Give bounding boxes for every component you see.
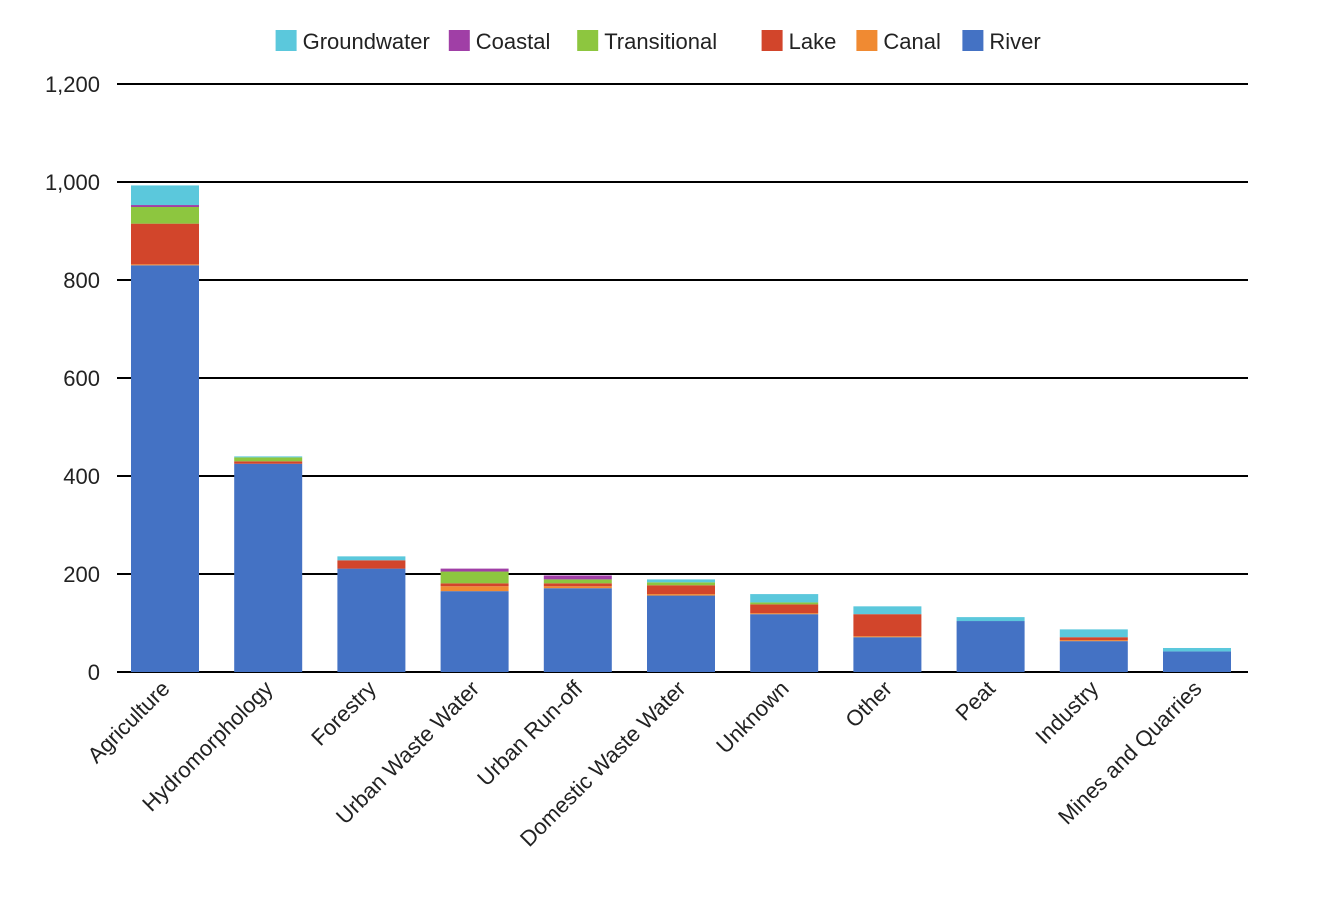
bar-segment-lake [440,583,509,587]
bar-segment-transitional [750,602,819,605]
bar-segment-canal [543,586,612,589]
legend-item-coastal: Coastal [448,29,551,54]
legend-item-canal: Canal [856,29,941,54]
bar-segment-groundwater [1163,647,1231,652]
legend-label: Groundwater [303,29,430,54]
bar-segment-river [1163,651,1231,672]
bar-segment-groundwater [1059,629,1128,638]
legend-swatch [275,30,297,51]
legend-label: Lake [789,29,837,54]
bar-segment-groundwater [131,185,199,206]
bars [131,185,1231,672]
y-tick-label: 1,200 [45,72,100,97]
bar-segment-groundwater [750,594,819,603]
legend-swatch [856,30,878,51]
y-tick-label: 800 [63,268,100,293]
bar-segment-lake [853,614,922,637]
bar-segment-canal [1059,640,1128,642]
bar-segment-transitional [440,571,509,584]
legend-swatch [448,30,470,51]
y-tick-label: 0 [88,660,100,685]
bar-segment-canal [440,586,509,592]
bar-segment-groundwater [853,606,922,615]
y-tick-label: 1,000 [45,170,100,195]
legend-label: Coastal [476,29,551,54]
bar-stack [1163,647,1231,672]
y-tick-label: 400 [63,464,100,489]
bar-stack [337,556,406,672]
bar-segment-coastal [440,568,509,572]
x-tick-label: Urban Run-off [472,675,588,791]
bar-segment-groundwater [956,617,1025,622]
legend-label: Canal [883,29,940,54]
bar-segment-lake [234,461,303,464]
x-tick-label: Peat [950,676,1000,726]
bar-stack [234,456,303,672]
x-tick-label: Domestic Waste Water [515,676,691,852]
bar-segment-river [647,595,715,672]
bar-segment-lake [543,583,612,587]
bar-segment-canal [853,636,922,638]
y-tick-label: 600 [63,366,100,391]
bar-segment-river [853,637,922,672]
bar-segment-coastal [131,205,199,207]
x-tick-label: Agriculture [83,676,175,768]
bar-segment-river [750,614,819,672]
legend-label: Transitional [604,29,717,54]
y-axis-ticks: 0 200 400 600 800 1,000 1,200 [45,72,100,685]
bar-stack [853,606,922,672]
legend-item-river: River [962,29,1041,54]
bar-segment-transitional [131,206,199,224]
x-tick-label: Forestry [306,676,381,751]
bar-segment-canal [750,613,819,615]
bar-segment-groundwater [337,556,406,561]
bar-stack [956,617,1025,672]
bar-segment-canal [647,594,715,596]
bar-segment-river [234,463,303,672]
bar-stack [750,594,819,672]
bar-segment-river [440,591,509,672]
bar-segment-lake [647,585,715,595]
x-tick-label: Industry [1030,676,1103,749]
legend: Groundwater Coastal Transitional Lake Canal R… [275,29,1041,54]
bar-segment-river [337,568,406,672]
bar-segment-river [543,588,612,672]
bar-segment-canal [131,264,199,266]
bar-stack [543,575,612,672]
bar-stack [647,579,715,672]
bar-segment-lake [750,604,819,614]
bar-segment-transitional [543,579,612,584]
legend-swatch [962,30,984,51]
legend-item-transitional: Transitional [577,29,717,54]
y-tick-label: 200 [63,562,100,587]
legend-swatch [761,30,783,51]
bar-stack [1059,629,1128,672]
legend-label: River [989,29,1040,54]
legend-item-groundwater: Groundwater [275,29,430,54]
bar-segment-coastal [543,575,612,580]
gridlines [117,83,1248,673]
bar-segment-river [956,621,1025,672]
bar-segment-groundwater [234,456,303,458]
bar-segment-river [1059,641,1128,672]
legend-item-lake: Lake [761,29,837,54]
bar-stack [440,568,509,672]
x-tick-label: Unknown [711,676,794,759]
bar-segment-lake [337,560,406,569]
bar-segment-lake [1059,637,1128,641]
bar-segment-groundwater [647,579,715,583]
legend-swatch [577,30,599,51]
bar-segment-river [131,265,199,672]
bar-segment-lake [131,223,199,265]
bar-stack [131,185,199,672]
x-tick-label: Other [840,676,897,733]
bar-segment-transitional [647,582,715,586]
bar-segment-transitional [234,457,303,462]
